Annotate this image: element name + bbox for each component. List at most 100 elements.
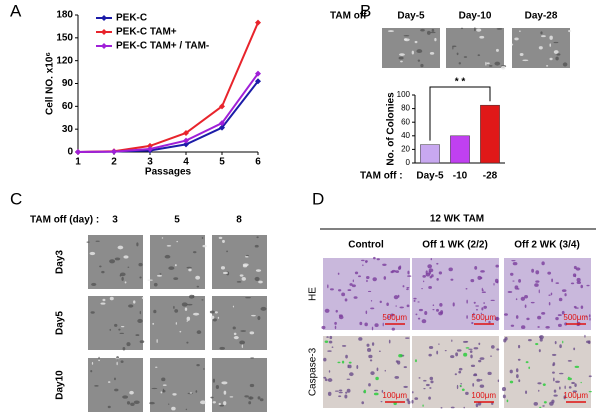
- texture: [552, 371, 555, 374]
- texture: [425, 383, 430, 387]
- texture: [473, 301, 476, 304]
- texture: [553, 50, 559, 54]
- texture: [395, 305, 397, 307]
- texture: [109, 328, 111, 331]
- scale-label: 100μm: [471, 391, 496, 400]
- texture: [129, 390, 134, 395]
- texture: [519, 53, 524, 56]
- texture: [538, 46, 543, 50]
- texture: [334, 390, 340, 392]
- texture: [391, 327, 395, 331]
- texture: [564, 385, 566, 390]
- y-tick-label: 120: [56, 55, 73, 66]
- row-label: TAM off (day) :: [30, 215, 99, 226]
- texture: [588, 314, 591, 318]
- texture: [430, 380, 434, 384]
- texture: [368, 354, 373, 359]
- texture: [452, 302, 455, 307]
- texture: [122, 347, 126, 351]
- texture: [119, 274, 122, 277]
- texture: [371, 326, 374, 331]
- texture: [588, 390, 592, 393]
- texture: [496, 348, 500, 351]
- texture: [564, 293, 567, 297]
- texture: [539, 338, 543, 342]
- texture: [338, 314, 343, 317]
- texture: [420, 28, 425, 32]
- texture: [370, 371, 375, 376]
- texture: [542, 405, 545, 407]
- texture: [479, 35, 485, 39]
- texture: [552, 362, 556, 366]
- texture: [504, 313, 508, 316]
- image-label: Day-5: [397, 11, 425, 22]
- texture: [186, 303, 193, 306]
- texture: [168, 266, 175, 270]
- texture: [396, 360, 401, 365]
- texture: [250, 357, 255, 359]
- texture: [549, 401, 554, 406]
- texture: [366, 343, 370, 347]
- micrograph: [210, 357, 267, 412]
- texture: [436, 262, 439, 265]
- texture: [465, 391, 469, 396]
- texture: [398, 56, 404, 60]
- texture: [95, 240, 100, 242]
- texture: [510, 272, 514, 276]
- texture: [466, 315, 468, 319]
- texture: [559, 386, 561, 390]
- texture: [334, 321, 337, 325]
- texture: [209, 310, 215, 314]
- texture: [155, 366, 158, 368]
- texture: [147, 279, 153, 281]
- texture: [488, 320, 491, 324]
- texture: [500, 65, 506, 70]
- texture: [493, 282, 495, 286]
- texture: [188, 268, 192, 272]
- texture: [537, 326, 540, 328]
- texture: [481, 307, 484, 311]
- texture: [160, 391, 163, 394]
- texture: [390, 313, 395, 317]
- texture: [438, 311, 443, 316]
- texture: [118, 328, 121, 331]
- texture: [324, 378, 328, 382]
- texture: [226, 250, 228, 253]
- texture: [374, 389, 379, 392]
- marker: [183, 137, 189, 144]
- texture: [199, 400, 206, 405]
- texture: [137, 318, 143, 324]
- micrograph: [504, 258, 591, 330]
- texture: [450, 355, 455, 359]
- texture: [423, 280, 425, 283]
- texture: [413, 299, 416, 302]
- texture: [531, 268, 535, 273]
- texture: [450, 278, 454, 281]
- significance-label: * *: [455, 77, 466, 88]
- texture: [384, 369, 386, 372]
- texture: [367, 348, 372, 352]
- column-label: 5: [174, 215, 180, 226]
- texture: [249, 331, 255, 335]
- texture: [185, 408, 188, 411]
- texture: [456, 349, 462, 352]
- texture: [415, 313, 418, 316]
- panel-label: D: [312, 189, 324, 208]
- texture: [113, 377, 116, 381]
- texture: [428, 396, 431, 400]
- texture: [98, 356, 100, 360]
- texture: [380, 401, 383, 403]
- marker: [75, 149, 81, 155]
- texture: [535, 280, 540, 283]
- texture: [99, 265, 102, 268]
- texture: [559, 344, 562, 349]
- texture: [161, 377, 166, 382]
- texture: [476, 308, 478, 311]
- texture: [481, 291, 486, 294]
- texture: [133, 400, 140, 404]
- texture: [367, 290, 372, 293]
- scale-label: 100μm: [382, 391, 407, 400]
- texture: [331, 346, 334, 349]
- column-label: 8: [236, 215, 242, 226]
- texture: [395, 270, 400, 274]
